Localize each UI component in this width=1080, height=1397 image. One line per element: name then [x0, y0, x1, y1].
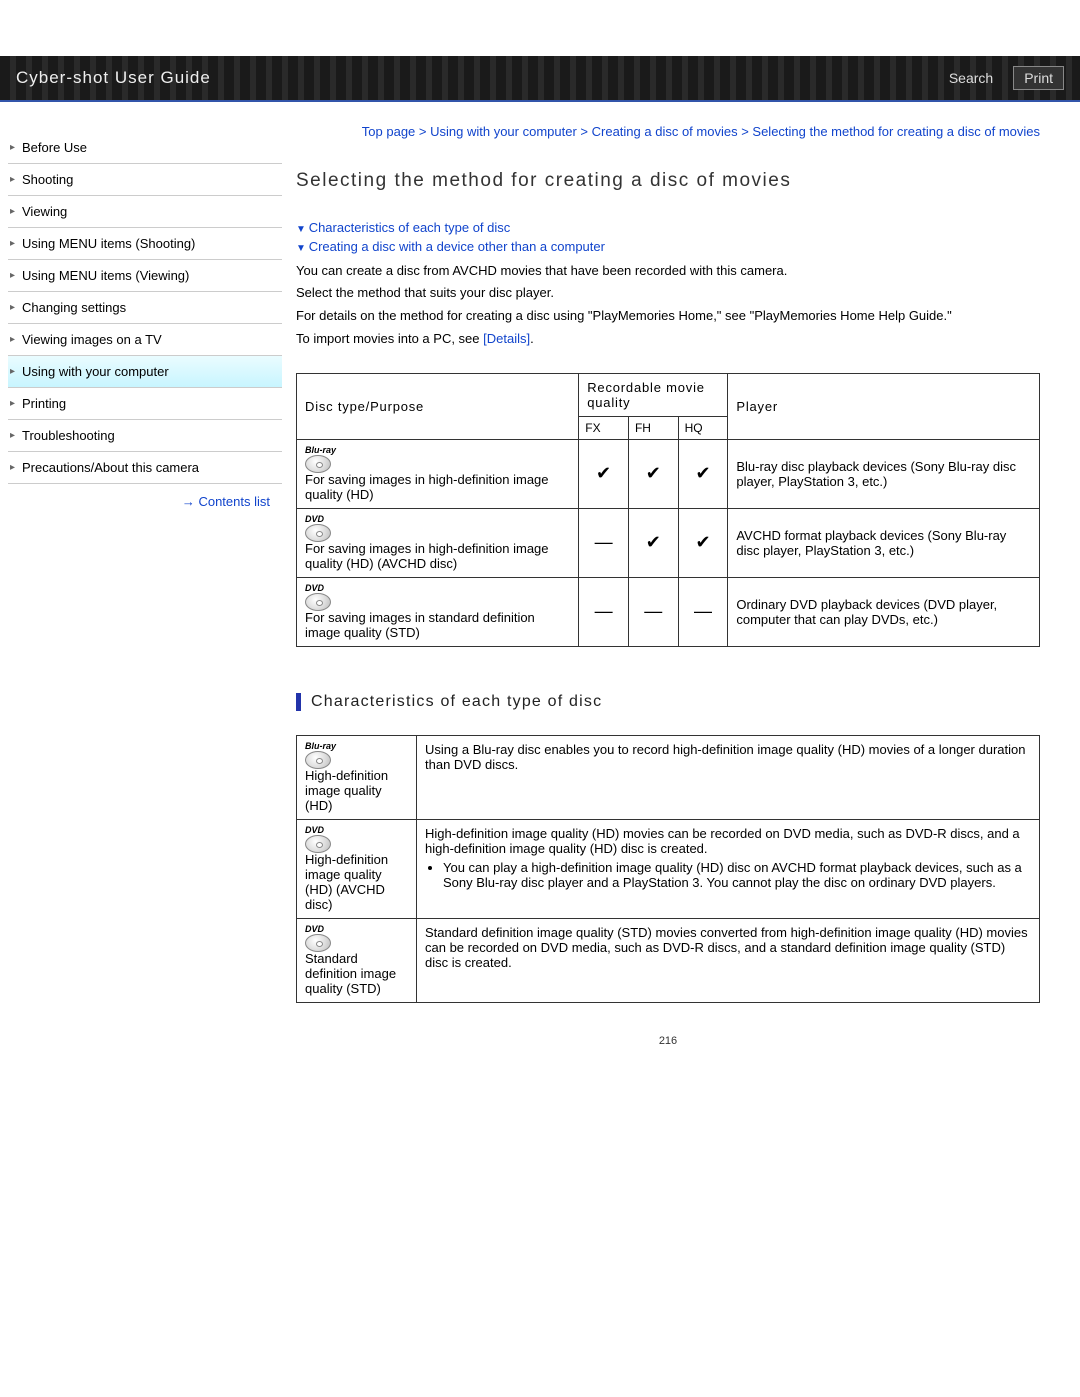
th-fh: FH — [628, 416, 678, 439]
header: Cyber-shot User Guide Search Print — [0, 56, 1080, 102]
disc-type-table: Disc type/Purpose Recordable movie quali… — [296, 373, 1040, 647]
intro-text: For details on the method for creating a… — [296, 307, 1040, 326]
breadcrumb-link[interactable]: Using with your computer — [430, 124, 577, 139]
table-row: DVDFor saving images in high-definition … — [297, 508, 1040, 577]
breadcrumb-link[interactable]: Creating a disc of movies — [592, 124, 738, 139]
cell-player: Ordinary DVD playback devices (DVD playe… — [728, 577, 1040, 646]
anchor-link[interactable]: Characteristics of each type of disc — [296, 220, 1040, 235]
cell-fx: — — [579, 508, 629, 577]
cell-disc-label: DVDHigh-definition image quality (HD) (A… — [297, 819, 417, 918]
sidebar-item[interactable]: Precautions/About this camera — [8, 452, 282, 484]
cell-player: Blu-ray disc playback devices (Sony Blu-… — [728, 439, 1040, 508]
cell-disc-label: Blu-rayHigh-definition image quality (HD… — [297, 735, 417, 819]
disc-icon: DVD — [305, 515, 341, 539]
sidebar-item[interactable]: Using MENU items (Viewing) — [8, 260, 282, 292]
cell-fh: ✔ — [628, 508, 678, 577]
cell-hq: — — [678, 577, 728, 646]
sidebar-item[interactable]: Using MENU items (Shooting) — [8, 228, 282, 260]
table-row: DVD Standard definition image quality (ST… — [297, 918, 1040, 1002]
cell-player: AVCHD format playback devices (Sony Blu-… — [728, 508, 1040, 577]
cell-purpose: DVDFor saving images in high-definition … — [297, 508, 579, 577]
intro-text: To import movies into a PC, see [Details… — [296, 330, 1040, 349]
header-title: Cyber-shot User Guide — [16, 68, 211, 88]
breadcrumb-current: Selecting the method for creating a disc… — [752, 124, 1040, 139]
table-row: Blu-rayHigh-definition image quality (HD… — [297, 735, 1040, 819]
sidebar: Before UseShootingViewingUsing MENU item… — [0, 102, 282, 1087]
table-row: DVDHigh-definition image quality (HD) (A… — [297, 819, 1040, 918]
cell-purpose: Blu-rayFor saving images in high-definit… — [297, 439, 579, 508]
intro-text: You can create a disc from AVCHD movies … — [296, 262, 1040, 281]
cell-description: High-definition image quality (HD) movie… — [417, 819, 1040, 918]
cell-hq: ✔ — [678, 439, 728, 508]
search-link[interactable]: Search — [949, 70, 993, 86]
th-hq: HQ — [678, 416, 728, 439]
cell-fh: ✔ — [628, 439, 678, 508]
disc-icon: Blu-ray — [305, 446, 341, 470]
list-item: You can play a high-definition image qua… — [443, 860, 1031, 890]
cell-purpose: DVDFor saving images in standard definit… — [297, 577, 579, 646]
breadcrumb-link[interactable]: Top page — [362, 124, 416, 139]
th-player: Player — [728, 373, 1040, 439]
disc-icon: DVD — [305, 584, 341, 608]
details-link[interactable]: [Details] — [483, 331, 530, 346]
disc-icon: DVD — [305, 826, 341, 850]
sidebar-item[interactable]: Troubleshooting — [8, 420, 282, 452]
sidebar-item[interactable]: Shooting — [8, 164, 282, 196]
table-row: Blu-rayFor saving images in high-definit… — [297, 439, 1040, 508]
main: Top page > Using with your computer > Cr… — [282, 102, 1080, 1087]
disc-icon: Blu-ray — [305, 742, 341, 766]
cell-hq: ✔ — [678, 508, 728, 577]
intro-text: Select the method that suits your disc p… — [296, 284, 1040, 303]
anchor-list: Characteristics of each type of disc Cre… — [296, 220, 1040, 254]
print-button[interactable]: Print — [1013, 66, 1064, 90]
table-row: DVDFor saving images in standard definit… — [297, 577, 1040, 646]
sidebar-item[interactable]: Viewing — [8, 196, 282, 228]
section-heading: Characteristics of each type of disc — [296, 693, 1040, 711]
header-right: Search Print — [949, 66, 1064, 90]
cell-fx: ✔ — [579, 439, 629, 508]
page-number: 216 — [296, 1035, 1040, 1047]
cell-fx: — — [579, 577, 629, 646]
th-fx: FX — [579, 416, 629, 439]
anchor-link[interactable]: Creating a disc with a device other than… — [296, 239, 1040, 254]
breadcrumb: Top page > Using with your computer > Cr… — [296, 122, 1040, 142]
cell-fh: — — [628, 577, 678, 646]
cell-disc-label: DVDStandard definition image quality (ST… — [297, 918, 417, 1002]
cell-description: Standard definition image quality (STD) … — [417, 918, 1040, 1002]
sidebar-item[interactable]: Printing — [8, 388, 282, 420]
sidebar-item[interactable]: Changing settings — [8, 292, 282, 324]
th-disc-type: Disc type/Purpose — [297, 373, 579, 439]
disc-icon: DVD — [305, 925, 341, 949]
sidebar-item[interactable]: Using with your computer — [8, 356, 282, 388]
sidebar-item[interactable]: Viewing images on a TV — [8, 324, 282, 356]
contents-list-link[interactable]: Contents list — [8, 484, 282, 509]
page-title: Selecting the method for creating a disc… — [296, 170, 1040, 192]
sidebar-item[interactable]: Before Use — [8, 132, 282, 164]
characteristics-table: Blu-ray High-definition image quality (HD… — [296, 735, 1040, 1003]
cell-description: Using a Blu-ray disc enables you to reco… — [417, 735, 1040, 819]
th-quality: Recordable movie quality — [579, 373, 728, 416]
